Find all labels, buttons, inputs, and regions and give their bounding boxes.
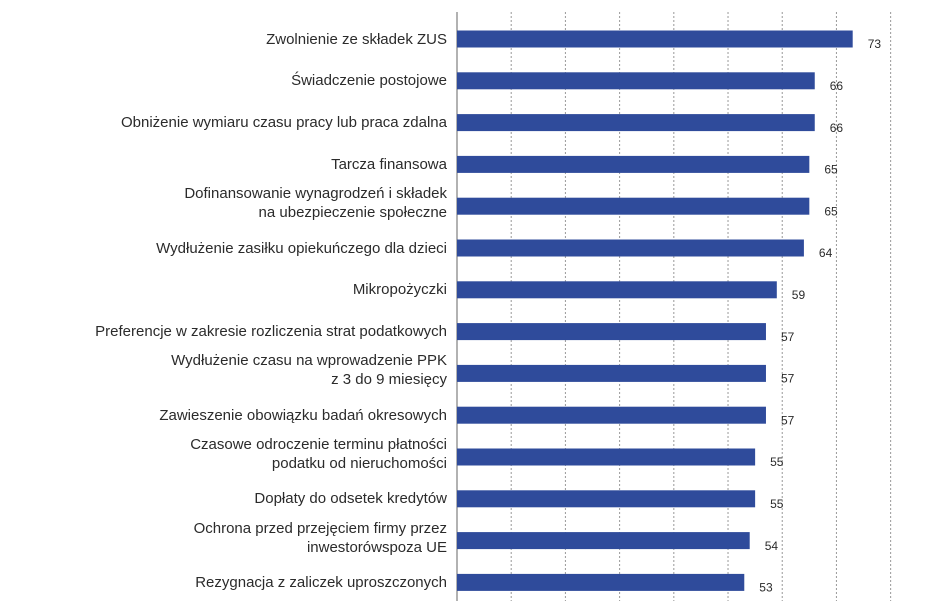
bar xyxy=(457,448,756,466)
value-label: 66 xyxy=(830,79,844,93)
category-label: Rezygnacja z zaliczek uproszczonych xyxy=(195,573,447,591)
bar xyxy=(457,532,750,550)
category-label: Zwolnienie ze składek ZUS xyxy=(266,30,447,48)
value-label: 59 xyxy=(792,288,806,302)
category-label: Preferencje w zakresie rozliczenia strat… xyxy=(95,323,447,341)
category-label: Dopłaty do odsetek kredytów xyxy=(254,490,447,508)
value-label: 66 xyxy=(830,121,844,135)
bar xyxy=(457,573,745,591)
category-label: Ochrona przed przejęciem firmy przez inw… xyxy=(193,519,447,556)
value-label: 57 xyxy=(781,330,795,344)
bar xyxy=(457,114,815,132)
category-label: Tarcza finansowa xyxy=(331,155,447,173)
value-label: 55 xyxy=(770,497,784,511)
category-label: Wydłużenie zasiłku opiekuńczego dla dzie… xyxy=(156,239,447,257)
category-label: Dofinansowanie wynagrodzeń i składek na … xyxy=(184,185,447,222)
bar xyxy=(457,323,766,341)
value-label: 55 xyxy=(770,455,784,469)
category-label: Czasowe odroczenie terminu płatności pod… xyxy=(190,436,447,472)
value-label: 64 xyxy=(819,246,833,260)
category-label: Obniżenie wymiaru czasu pracy lub praca … xyxy=(121,114,447,132)
bar xyxy=(457,364,766,382)
bar xyxy=(457,239,804,257)
value-label: 53 xyxy=(759,581,773,595)
bar xyxy=(457,30,853,48)
value-label: 57 xyxy=(781,372,795,386)
bar xyxy=(457,281,777,299)
value-label: 73 xyxy=(868,37,882,51)
category-label: Mikropożyczki xyxy=(352,281,447,299)
bar xyxy=(457,490,756,508)
category-label: Zawieszenie obowiązku badań okresowych xyxy=(159,406,447,424)
value-label: 65 xyxy=(824,204,838,218)
bar xyxy=(457,155,810,173)
bar xyxy=(457,197,810,215)
value-label: 54 xyxy=(765,539,779,553)
bar xyxy=(457,72,815,90)
category-label: Wydłużenie czasu na wprowadzenie PPK z 3… xyxy=(171,352,447,389)
bar xyxy=(457,406,766,424)
value-label: 65 xyxy=(824,163,838,177)
value-label: 57 xyxy=(781,413,795,427)
category-label: Świadczenie postojowe xyxy=(291,72,447,90)
